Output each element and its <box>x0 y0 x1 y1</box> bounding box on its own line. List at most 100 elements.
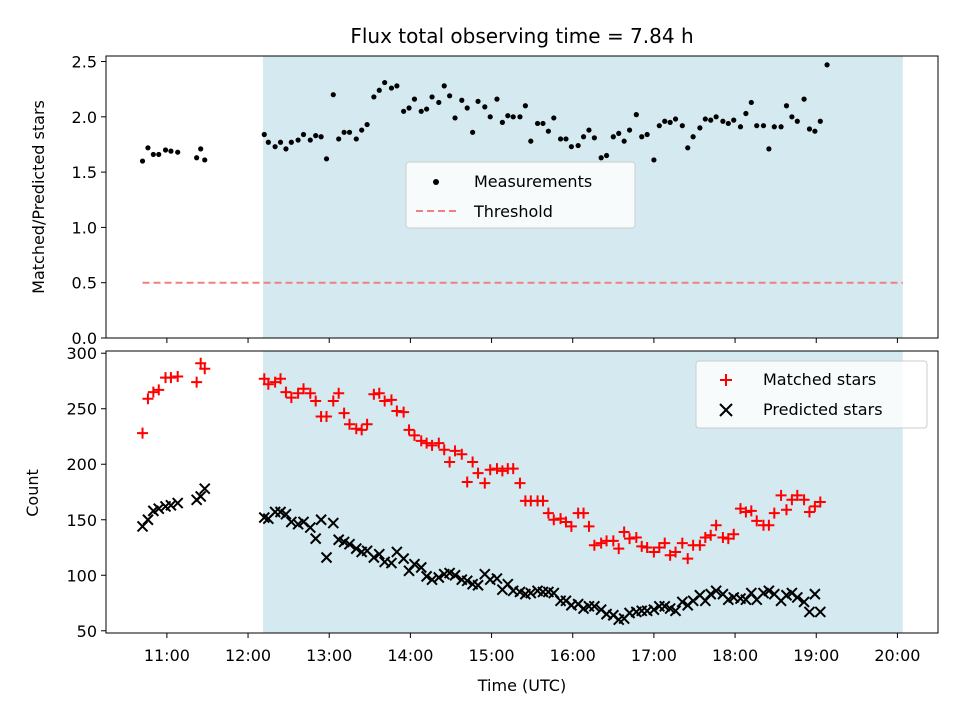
matched-star-point <box>630 532 642 544</box>
matched-star-point <box>456 448 468 460</box>
measurement-point <box>447 93 453 99</box>
measurement-point <box>616 130 622 137</box>
measurement-point <box>557 136 564 142</box>
measurement-point <box>394 83 400 89</box>
measurement-point <box>482 104 488 110</box>
predicted-star-point <box>315 514 327 526</box>
measurement-point <box>265 139 271 145</box>
measurement-point <box>766 146 772 152</box>
measurement-point <box>382 79 388 86</box>
measurement-point <box>540 120 546 127</box>
measurement-point <box>522 103 528 109</box>
matched-star-point <box>472 467 484 479</box>
matched-star-point <box>344 418 356 430</box>
matched-star-point <box>745 505 757 517</box>
top-y-tick-label: 1.0 <box>72 218 97 237</box>
predicted-star-point <box>385 557 398 569</box>
measurement-point <box>690 134 696 140</box>
bottom-y-tick-label: 50 <box>77 622 97 641</box>
x-tick-label: 15:00 <box>469 646 515 665</box>
predicted-star-point <box>199 482 211 495</box>
bottom-y-axis-label: Count <box>23 469 42 517</box>
predicted-star-point <box>461 575 473 587</box>
x-tick-label: 18:00 <box>712 646 758 665</box>
measurement-point <box>261 131 267 138</box>
matched-star-point <box>565 520 577 532</box>
measurement-point <box>720 118 726 124</box>
measurement-point <box>470 129 476 135</box>
predicted-star-point <box>350 542 362 555</box>
matched-star-point <box>385 394 397 406</box>
legend-label-measurements: Measurements <box>474 172 592 191</box>
bottom-legend-box <box>695 360 928 429</box>
measurement-point <box>353 136 359 142</box>
predicted-star-point <box>327 517 339 529</box>
x-tick-label: 20:00 <box>874 646 920 665</box>
predicted-star-point <box>142 514 154 526</box>
matched-star-point <box>327 395 339 407</box>
measurement-point <box>748 99 754 106</box>
measurement-point <box>708 117 714 123</box>
legend-marker-predicted <box>719 403 733 417</box>
measurement-point <box>806 126 813 132</box>
matched-star-point <box>415 435 427 447</box>
measurement-point <box>528 138 534 144</box>
predicted-star-point <box>285 516 298 528</box>
measurement-point <box>662 118 668 124</box>
measurement-point <box>464 105 470 111</box>
measurement-point <box>300 131 307 138</box>
predicted-star-point <box>373 548 385 560</box>
measurement-point <box>388 85 395 91</box>
bottom-y-tick-label: 300 <box>66 344 97 363</box>
matched-star-point <box>607 535 619 547</box>
measurement-point <box>510 114 516 120</box>
matched-star-point <box>310 395 322 407</box>
bottom-series-matched-stars <box>137 357 826 565</box>
measurement-point <box>586 127 592 133</box>
matched-star-point <box>408 429 420 441</box>
matched-star-point <box>444 456 456 468</box>
matched-star-point <box>624 533 636 545</box>
matched-star-point <box>542 507 554 519</box>
measurement-point <box>639 134 645 140</box>
bottom-y-tick-label: 150 <box>66 511 97 530</box>
predicted-star-point <box>309 532 322 545</box>
predicted-star-point <box>588 600 601 613</box>
predicted-star-point <box>320 551 333 564</box>
measurement-point <box>406 105 412 111</box>
matched-star-point <box>740 506 752 518</box>
top-y-tick-label: 2.5 <box>72 53 97 72</box>
matched-star-point <box>578 507 590 519</box>
measurement-point <box>789 114 795 120</box>
matched-star-point <box>379 395 391 407</box>
bottom-series-predicted-stars <box>136 482 827 626</box>
measurement-point <box>436 99 442 106</box>
bottom-legend: Matched stars Predicted stars <box>695 360 928 429</box>
measurement-point <box>336 136 342 142</box>
measurement-point <box>591 135 597 141</box>
measurement-point <box>452 115 458 121</box>
matched-star-point <box>537 495 549 507</box>
x-tick-label: 12:00 <box>225 646 271 665</box>
measurement-point <box>198 146 204 152</box>
predicted-star-point <box>343 538 356 550</box>
matched-star-point <box>165 372 177 384</box>
top-y-axis-label: Matched/Predicted stars <box>29 100 48 294</box>
predicted-star-point <box>472 579 484 591</box>
matched-star-point <box>191 376 203 388</box>
measurement-point <box>667 119 673 125</box>
measurement-point <box>633 112 639 118</box>
measurement-point <box>545 128 551 134</box>
matched-star-point <box>368 388 380 400</box>
measurement-point <box>568 144 574 150</box>
matched-star-point <box>373 387 385 399</box>
bottom-y-tick-label: 200 <box>66 455 97 474</box>
measurement-point <box>487 114 493 120</box>
measurement-point <box>162 147 169 153</box>
measurement-point <box>359 127 365 133</box>
top-y-tick-label: 0.0 <box>72 329 97 348</box>
predicted-star-point <box>165 499 177 512</box>
matched-star-point <box>461 476 473 488</box>
measurement-point <box>346 129 353 135</box>
